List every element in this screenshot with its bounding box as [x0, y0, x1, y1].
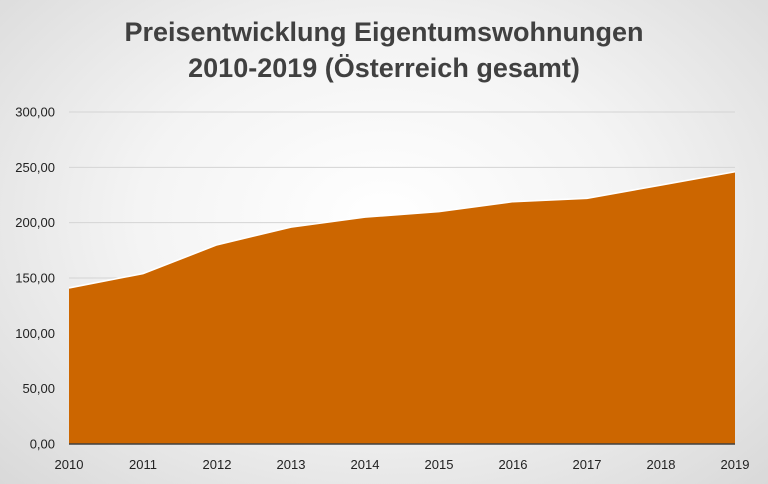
x-tick-label: 2017 — [573, 457, 602, 472]
x-tick-label: 2011 — [129, 457, 157, 472]
y-tick-label: 250,00 — [15, 160, 55, 175]
x-tick-label: 2015 — [425, 457, 454, 472]
chart-title-line-1: Preisentwicklung Eigentumswohnungen — [124, 17, 644, 47]
tick-labels: 0,00 50,00 100,00 150,00 200,00 250,00 300,00 2… — [15, 105, 749, 473]
y-tick-label: 200,00 — [15, 215, 55, 230]
y-tick-label: 150,00 — [15, 271, 55, 286]
x-tick-label: 2014 — [351, 457, 380, 472]
x-tick-label: 2016 — [499, 457, 528, 472]
series-area-group — [68, 170, 736, 444]
chart-title-line-2: 2010-2019 (Österreich gesamt) — [188, 53, 580, 83]
series-area — [69, 171, 735, 444]
y-tick-label: 100,00 — [15, 326, 55, 341]
x-tick-label: 2010 — [55, 457, 84, 472]
x-tick-label: 2013 — [277, 457, 306, 472]
y-tick-label: 0,00 — [30, 437, 55, 452]
chart-title: Preisentwicklung Eigentumswohnungen 2010… — [0, 14, 768, 86]
x-tick-label: 2012 — [203, 457, 232, 472]
y-tick-label: 300,00 — [15, 105, 55, 120]
x-tick-label: 2019 — [721, 457, 750, 472]
series-outline — [68, 170, 736, 289]
y-tick-label: 50,00 — [22, 381, 55, 396]
x-tick-label: 2018 — [647, 457, 676, 472]
